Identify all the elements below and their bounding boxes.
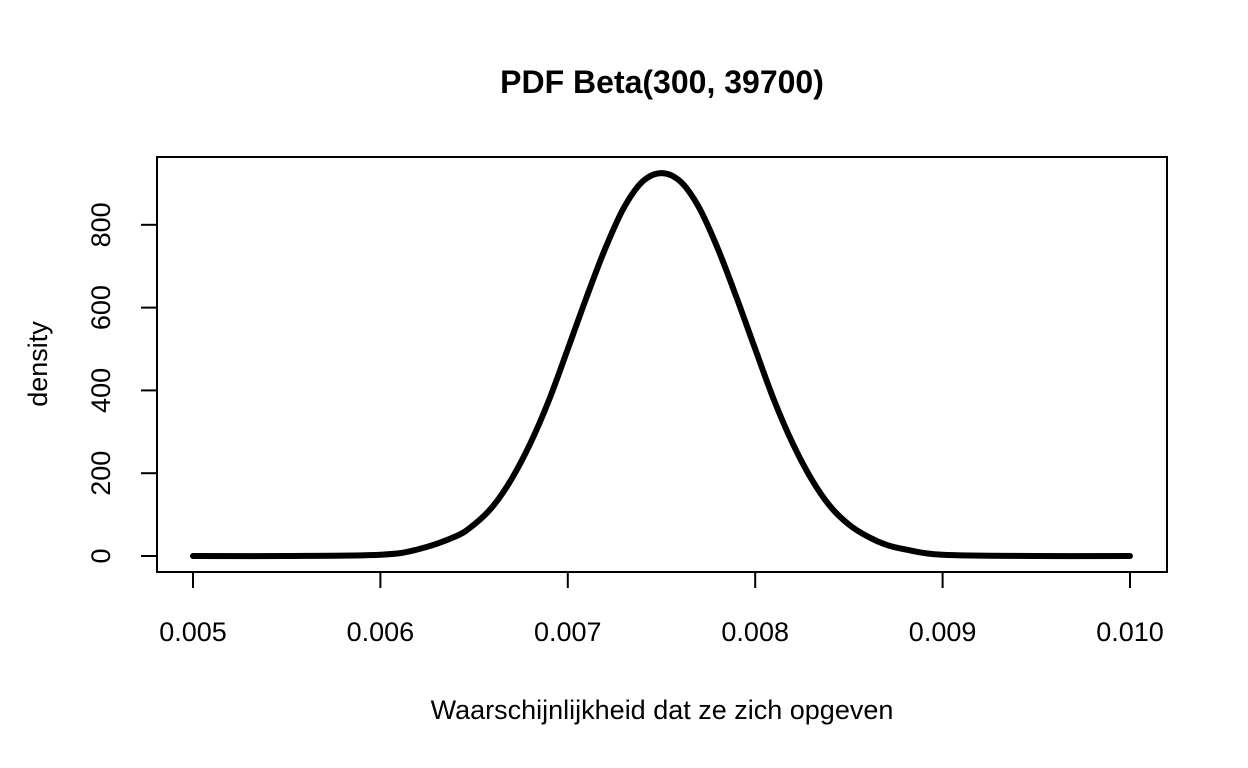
y-tick-label: 800	[86, 202, 116, 247]
x-tick-label: 0.010	[1096, 617, 1164, 647]
series-line	[190, 170, 1133, 560]
x-tick-label: 0.009	[909, 617, 977, 647]
y-tick-label: 0	[86, 548, 116, 563]
x-axis: 0.005 0.006 0.007 0.008 0.009 0.010	[159, 571, 1164, 647]
series-layer	[190, 170, 1133, 560]
x-tick-label: 0.007	[534, 617, 602, 647]
x-tick-label: 0.005	[159, 617, 227, 647]
x-axis-label: Waarschijnlijkheid dat ze zich opgeven	[431, 695, 894, 725]
x-tick-label: 0.008	[721, 617, 789, 647]
y-axis: 0 200 400 600 800	[86, 202, 158, 564]
y-tick-label: 600	[86, 285, 116, 330]
chart-title: PDF Beta(300, 39700)	[500, 64, 824, 100]
plot-frame	[156, 156, 1168, 573]
y-tick-label: 400	[86, 368, 116, 413]
x-tick-label: 0.006	[347, 617, 415, 647]
y-tick-label: 200	[86, 451, 116, 496]
y-axis-label: density	[23, 321, 53, 407]
